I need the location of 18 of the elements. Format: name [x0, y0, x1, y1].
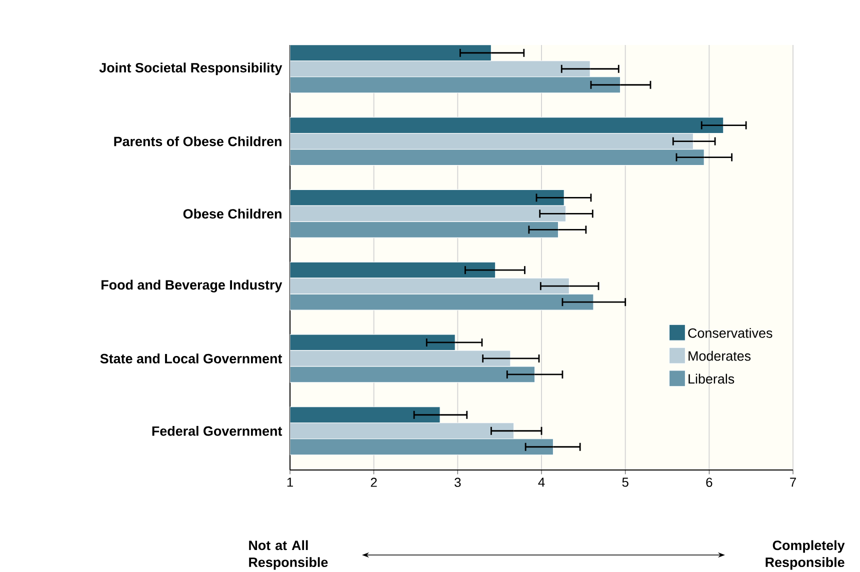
- y-tick-label: Obese Children: [183, 208, 282, 219]
- x-tick-label: 5: [622, 478, 628, 487]
- x-tick-label: 4: [538, 478, 545, 487]
- text: Not at All Responsible: [249, 540, 328, 570]
- y-tick-label: Food and Beverage Industry: [102, 280, 282, 292]
- x-tick-label: 3: [454, 478, 461, 487]
- legend-label: Moderates: [688, 350, 751, 361]
- x-tick-label: 6: [706, 478, 712, 487]
- y-tick-label: State and Local Government: [100, 354, 282, 364]
- legend-label: Liberals: [688, 374, 734, 384]
- y-tick-label: Federal Government: [152, 426, 282, 436]
- y-tick-label: Joint Societal Responsibility: [99, 62, 282, 76]
- text: Completely Responsible: [766, 540, 845, 570]
- x-tick-label: 1: [287, 478, 293, 487]
- legend-label: Conservatives: [688, 328, 772, 338]
- x-tick-label: 7: [790, 478, 796, 487]
- y-tick-label: Parents of Obese Children: [114, 136, 282, 146]
- x-tick-label: 2: [370, 478, 377, 487]
